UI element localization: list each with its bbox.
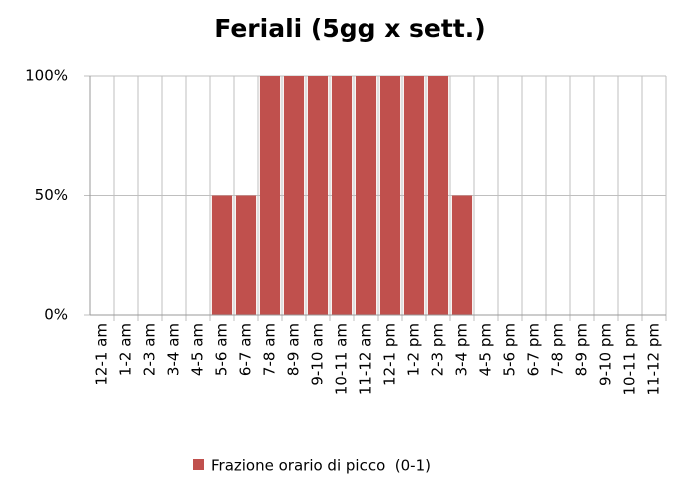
bar [235, 195, 257, 315]
bar [283, 76, 305, 315]
x-tick-label: 12-1 am [93, 323, 111, 386]
x-tick-label: 5-6 am [213, 323, 231, 376]
x-tick-label: 2-3 pm [429, 323, 447, 376]
legend-swatch [193, 459, 204, 470]
x-tick-label: 1-2 pm [405, 323, 423, 376]
x-tick-label: 11-12 am [357, 323, 375, 395]
bar [307, 76, 329, 315]
x-tick-label: 10-11 am [333, 323, 351, 395]
bar [427, 76, 449, 315]
x-tick-label: 9-10 pm [597, 323, 615, 386]
x-tick-label: 7-8 pm [549, 323, 567, 376]
x-tick-label: 1-2 am [117, 323, 135, 376]
x-tick-label: 3-4 am [165, 323, 183, 376]
bar [259, 76, 281, 315]
legend-label: Frazione orario di picco (0-1) [211, 457, 431, 475]
x-tick-label: 2-3 am [141, 323, 159, 376]
bar [355, 76, 377, 315]
bar [403, 76, 425, 315]
bar [451, 195, 473, 315]
x-tick-label: 5-6 pm [501, 323, 519, 376]
x-tick-label: 3-4 pm [453, 323, 471, 376]
bar [211, 195, 233, 315]
x-tick-label: 4-5 pm [477, 323, 495, 376]
y-tick-label: 50% [35, 186, 68, 204]
x-tick-label: 8-9 am [285, 323, 303, 376]
x-tick-label: 6-7 am [237, 323, 255, 376]
bar [331, 76, 353, 315]
x-tick-label: 12-1 pm [381, 323, 399, 386]
y-tick-label: 0% [44, 306, 68, 324]
bar [379, 76, 401, 315]
x-tick-label: 8-9 pm [573, 323, 591, 376]
x-tick-label: 7-8 am [261, 323, 279, 376]
x-tick-label: 4-5 am [189, 323, 207, 376]
y-tick-label: 100% [25, 67, 68, 85]
chart-title: Feriali (5gg x sett.) [214, 14, 485, 43]
x-tick-label: 11-12 pm [645, 323, 663, 396]
x-tick-label: 9-10 am [309, 323, 327, 386]
x-tick-label: 10-11 pm [621, 323, 639, 396]
x-tick-label: 6-7 pm [525, 323, 543, 376]
